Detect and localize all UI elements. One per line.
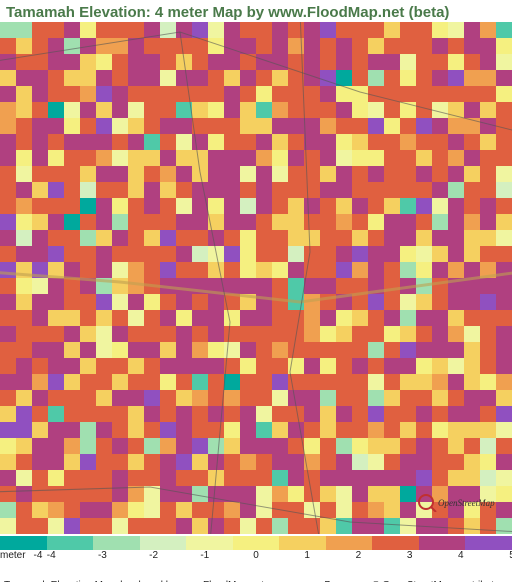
legend-unit-label: meter <box>0 550 26 561</box>
legend-tick: -2 <box>149 550 158 561</box>
legend-tick: 2 <box>356 550 362 561</box>
legend-tick: 3 <box>407 550 413 561</box>
map-title: Tamamah Elevation: 4 meter Map by www.Fl… <box>6 4 449 21</box>
elevation-heatmap <box>0 22 512 534</box>
color-legend <box>0 536 512 550</box>
elevation-map-container: Tamamah Elevation: 4 meter Map by www.Fl… <box>0 0 512 582</box>
legend-tick: 4 <box>458 550 464 561</box>
legend-tick: 0 <box>253 550 259 561</box>
osm-logo-text: OpenStreetMap <box>438 498 495 508</box>
legend-tick: -1 <box>200 550 209 561</box>
map-viewport[interactable]: OpenStreetMap <box>0 22 512 534</box>
legend-tick: -3 <box>98 550 107 561</box>
legend-tick: 1 <box>304 550 310 561</box>
legend-tick: -4 <box>34 550 43 561</box>
osm-logo: OpenStreetMap <box>416 492 506 512</box>
legend-ticks: meter -4-3-2-1012345-4 <box>0 550 512 564</box>
legend-tick: -4 <box>47 550 56 561</box>
